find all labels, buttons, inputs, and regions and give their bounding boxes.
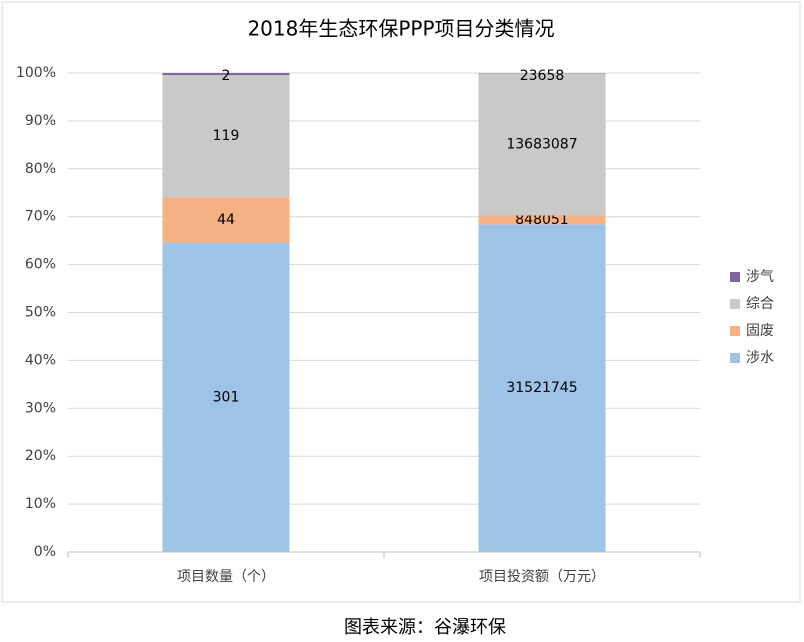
legend-label: 涉水 (746, 350, 774, 366)
data-label: 301 (213, 389, 240, 405)
chart-title: 2018年生态环保PPP项目分类情况 (247, 17, 554, 41)
legend-label: 综合 (746, 296, 774, 312)
bar-segment (162, 242, 290, 552)
data-label: 44 (217, 212, 235, 228)
y-tick-label: 40% (25, 352, 56, 368)
bar-segment (162, 197, 290, 243)
bar-segment (478, 224, 606, 552)
bar-segment (478, 215, 606, 225)
y-tick-label: 90% (25, 113, 56, 129)
y-tick-label: 60% (25, 257, 56, 273)
legend-swatch (730, 299, 740, 309)
data-label: 119 (213, 128, 240, 144)
data-label: 848051 (515, 212, 568, 228)
data-label: 2 (222, 68, 231, 84)
y-tick-label: 0% (34, 544, 56, 560)
legend-swatch (730, 326, 740, 336)
legend-swatch (730, 353, 740, 363)
data-label: 13683087 (506, 136, 577, 152)
y-tick-label: 100% (16, 65, 56, 81)
legend-label: 固废 (746, 323, 774, 339)
legend-label: 涉气 (746, 269, 774, 285)
y-tick-label: 70% (25, 209, 56, 225)
y-tick-label: 80% (25, 161, 56, 177)
y-tick-label: 20% (25, 448, 56, 464)
x-tick-label: 项目投资额（万元） (479, 569, 605, 585)
bar-segment (162, 75, 290, 198)
bar-segment (162, 73, 290, 76)
y-tick-label: 50% (25, 305, 56, 321)
y-tick-label: 30% (25, 400, 56, 416)
data-label: 31521745 (506, 380, 577, 396)
legend-swatch (730, 272, 740, 282)
x-tick-label: 项目数量（个） (177, 569, 275, 585)
source-note: 图表来源：谷瀑环保 (344, 617, 506, 638)
y-tick-label: 10% (25, 496, 56, 512)
bar-segment (478, 73, 606, 216)
data-label: 23658 (520, 68, 565, 84)
chart-frame (1, 1, 801, 603)
